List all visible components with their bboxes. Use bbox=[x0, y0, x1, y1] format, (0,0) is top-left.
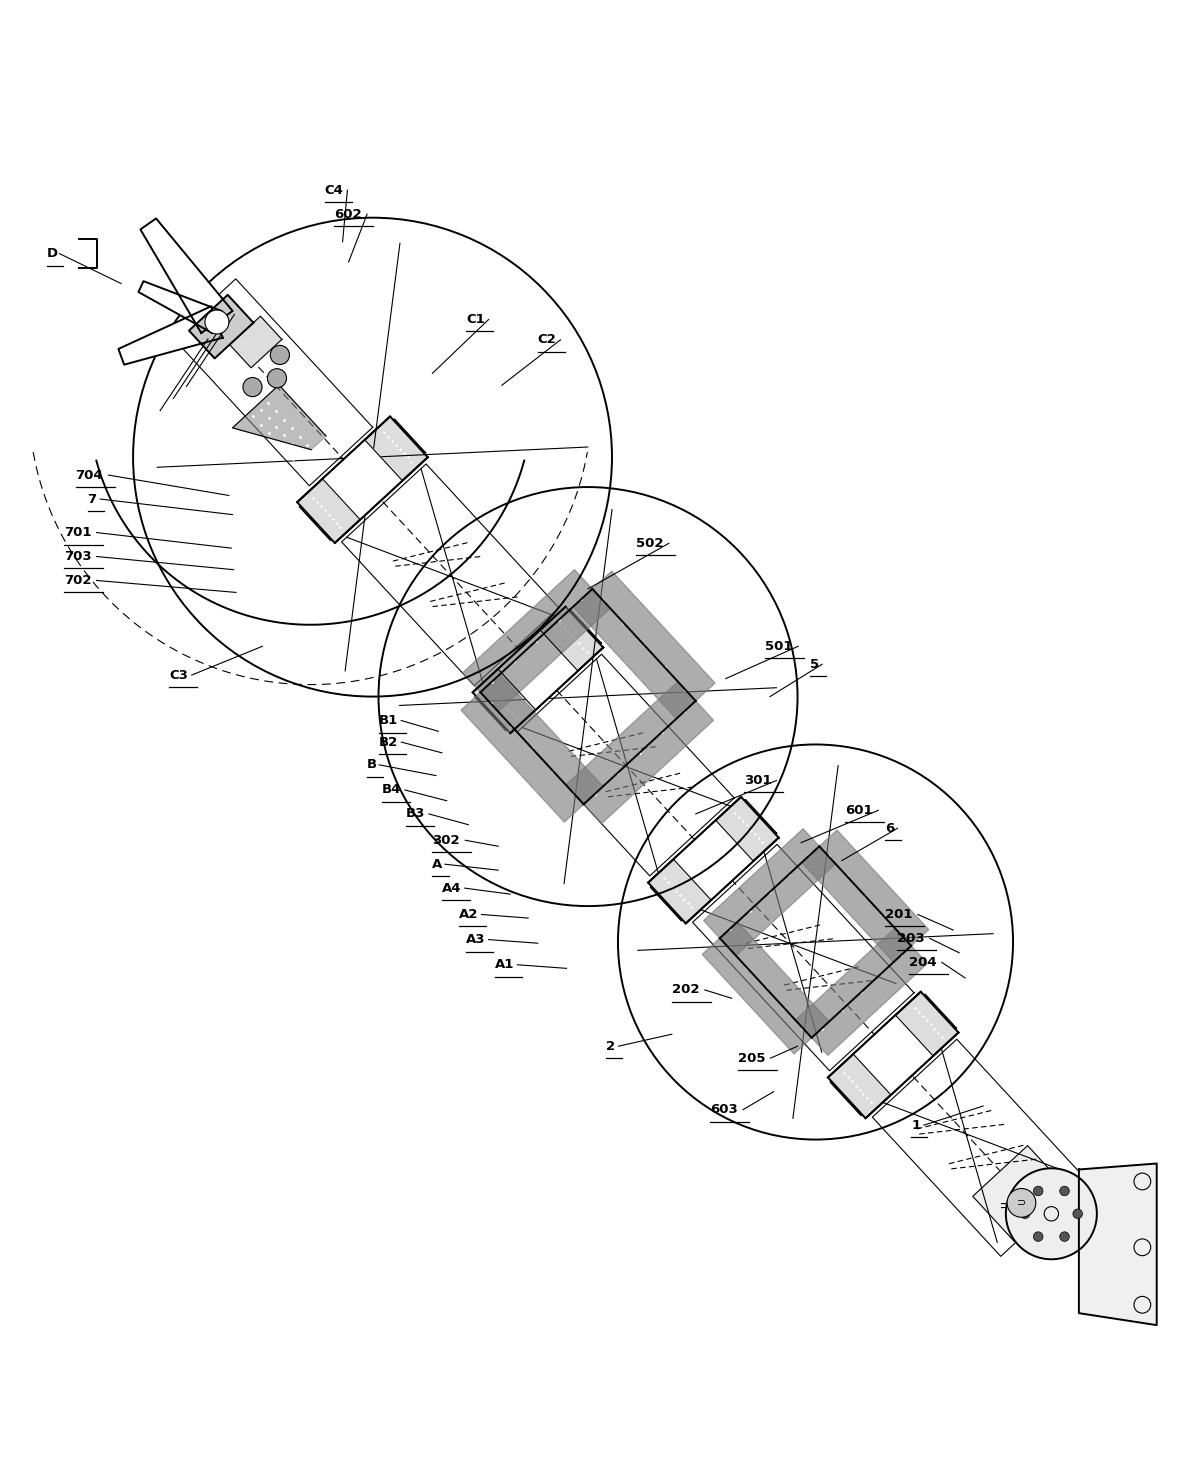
Text: 601: 601 bbox=[846, 804, 874, 817]
Text: 203: 203 bbox=[896, 932, 924, 945]
Polygon shape bbox=[574, 571, 715, 719]
Polygon shape bbox=[323, 440, 402, 520]
Circle shape bbox=[1007, 1188, 1036, 1217]
Circle shape bbox=[1033, 1187, 1043, 1195]
Text: B1: B1 bbox=[378, 713, 397, 727]
Polygon shape bbox=[702, 921, 829, 1053]
Polygon shape bbox=[233, 385, 326, 450]
Polygon shape bbox=[298, 416, 427, 544]
Text: A: A bbox=[432, 857, 443, 870]
Polygon shape bbox=[475, 609, 601, 730]
Text: D: D bbox=[47, 248, 58, 261]
Text: C2: C2 bbox=[538, 334, 557, 346]
Polygon shape bbox=[342, 464, 559, 686]
Polygon shape bbox=[673, 820, 754, 900]
Text: 701: 701 bbox=[64, 526, 91, 539]
Text: A1: A1 bbox=[494, 958, 514, 971]
Text: ⊃: ⊃ bbox=[1016, 1198, 1026, 1207]
Polygon shape bbox=[648, 797, 779, 923]
Text: 205: 205 bbox=[738, 1052, 766, 1065]
Polygon shape bbox=[830, 995, 956, 1115]
Text: 704: 704 bbox=[76, 469, 103, 482]
Polygon shape bbox=[1079, 1163, 1157, 1326]
Polygon shape bbox=[872, 1039, 1085, 1257]
Text: 201: 201 bbox=[884, 908, 912, 921]
Polygon shape bbox=[517, 655, 734, 876]
Circle shape bbox=[1073, 1209, 1082, 1219]
Text: ⊃: ⊃ bbox=[1000, 1201, 1007, 1212]
Text: 202: 202 bbox=[672, 983, 700, 996]
Circle shape bbox=[270, 346, 289, 365]
Polygon shape bbox=[138, 281, 222, 333]
Polygon shape bbox=[650, 800, 776, 920]
Circle shape bbox=[1060, 1187, 1069, 1195]
Text: A4: A4 bbox=[442, 882, 462, 895]
Text: B2: B2 bbox=[378, 735, 397, 749]
Polygon shape bbox=[796, 929, 928, 1055]
Polygon shape bbox=[566, 681, 714, 823]
Text: 501: 501 bbox=[766, 640, 793, 653]
Polygon shape bbox=[300, 419, 425, 541]
Text: 702: 702 bbox=[64, 574, 91, 587]
Text: A2: A2 bbox=[458, 908, 478, 921]
Polygon shape bbox=[802, 831, 929, 963]
Circle shape bbox=[1020, 1209, 1030, 1219]
Polygon shape bbox=[498, 630, 578, 711]
Polygon shape bbox=[703, 829, 835, 955]
Text: 502: 502 bbox=[636, 536, 664, 549]
Text: 1: 1 bbox=[911, 1119, 920, 1131]
Polygon shape bbox=[473, 607, 604, 732]
Circle shape bbox=[1006, 1168, 1097, 1260]
Polygon shape bbox=[973, 1146, 1070, 1242]
Text: 301: 301 bbox=[744, 774, 772, 787]
Text: 302: 302 bbox=[432, 834, 460, 847]
Polygon shape bbox=[853, 1015, 934, 1094]
Text: 6: 6 bbox=[884, 822, 894, 835]
Circle shape bbox=[242, 378, 262, 397]
Polygon shape bbox=[119, 306, 223, 365]
Text: 204: 204 bbox=[908, 955, 936, 968]
Circle shape bbox=[1060, 1232, 1069, 1241]
Polygon shape bbox=[461, 674, 604, 822]
Circle shape bbox=[268, 369, 287, 388]
Text: C3: C3 bbox=[169, 668, 188, 681]
Text: 5: 5 bbox=[810, 658, 818, 671]
Text: B4: B4 bbox=[382, 784, 402, 797]
Polygon shape bbox=[229, 316, 282, 368]
Text: 703: 703 bbox=[64, 549, 91, 563]
Text: 603: 603 bbox=[710, 1103, 738, 1116]
Polygon shape bbox=[692, 844, 914, 1071]
Text: A3: A3 bbox=[466, 933, 486, 946]
Polygon shape bbox=[188, 294, 253, 359]
Circle shape bbox=[205, 311, 229, 334]
Text: B3: B3 bbox=[406, 807, 426, 820]
Polygon shape bbox=[173, 278, 373, 486]
Polygon shape bbox=[140, 218, 233, 333]
Text: 602: 602 bbox=[335, 208, 362, 221]
Text: B: B bbox=[366, 759, 377, 772]
Polygon shape bbox=[462, 570, 611, 712]
Polygon shape bbox=[828, 992, 959, 1118]
Text: C4: C4 bbox=[325, 183, 343, 196]
Text: 2: 2 bbox=[606, 1040, 616, 1053]
Text: C1: C1 bbox=[466, 314, 485, 325]
Circle shape bbox=[1033, 1232, 1043, 1241]
Text: 7: 7 bbox=[88, 492, 97, 505]
